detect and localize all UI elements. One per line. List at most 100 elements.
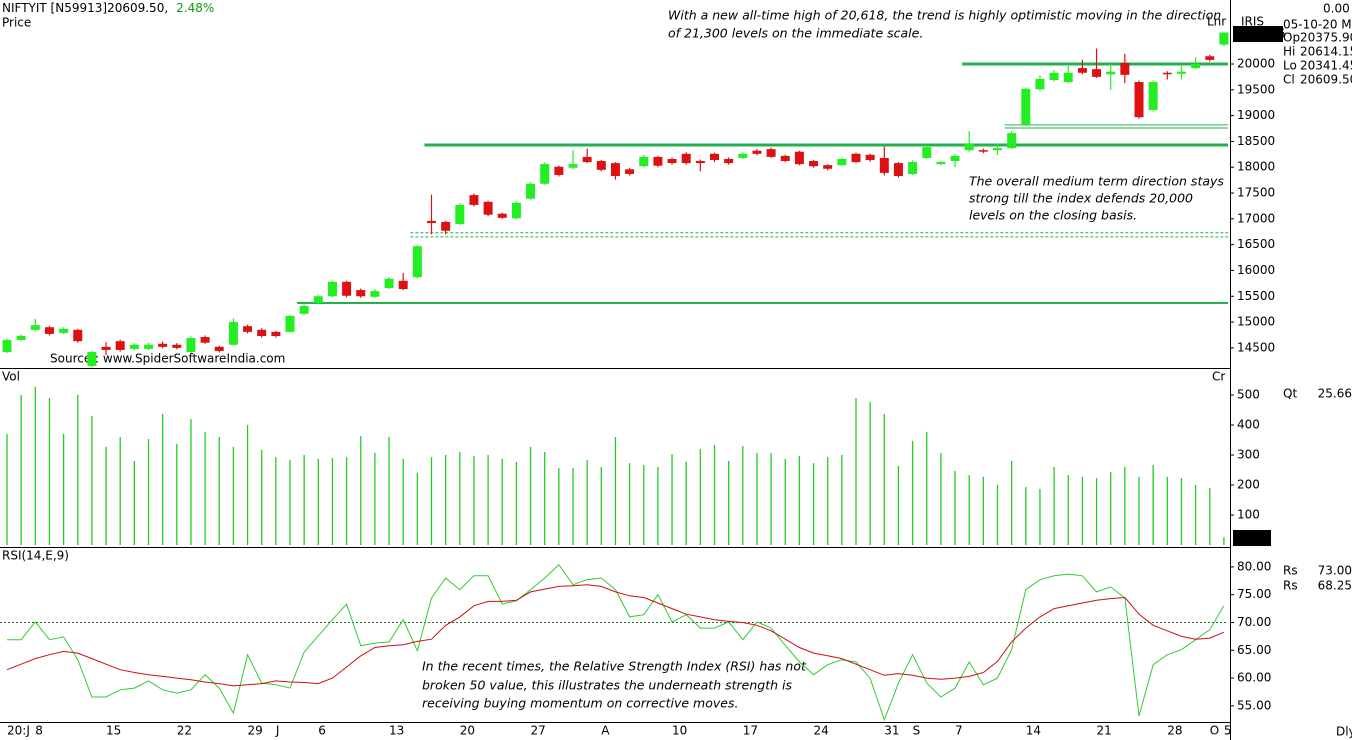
candle-body xyxy=(1120,62,1130,75)
candle-body xyxy=(780,155,790,162)
y-tick-label: 75.00 xyxy=(1237,587,1271,601)
annotation: levels on the closing basis. xyxy=(969,208,1137,223)
candle-body xyxy=(87,352,97,366)
candle-body xyxy=(1176,71,1186,74)
candle-body xyxy=(313,296,323,303)
candle-body xyxy=(526,183,536,199)
x-tick-label: 17 xyxy=(743,724,758,738)
readout-value: 20614.15 xyxy=(1300,45,1352,59)
candle-body xyxy=(710,153,719,160)
candle-body xyxy=(228,322,238,345)
candle-body xyxy=(101,346,111,350)
corner-label: Cr xyxy=(1212,370,1225,384)
annotation: receiving buying momentum on corrective … xyxy=(422,696,738,711)
candle-body xyxy=(299,306,309,314)
candle-body xyxy=(865,154,875,160)
candle-body xyxy=(441,221,451,231)
y-tick-label: 15500 xyxy=(1237,289,1275,303)
candle-body xyxy=(186,338,196,352)
panel-label: Vol xyxy=(2,370,20,384)
candle-body xyxy=(639,156,649,167)
rsi-line xyxy=(7,563,1225,722)
rsi-line xyxy=(6,584,1225,687)
price-tag xyxy=(1233,26,1283,42)
candle-body xyxy=(30,325,40,330)
date-label: 05-10-20 Mo xyxy=(1283,18,1352,32)
y-tick-label: 16000 xyxy=(1237,263,1275,277)
candle-body xyxy=(384,278,394,288)
candle-body xyxy=(412,246,422,278)
candle-body xyxy=(1106,71,1116,75)
y-tick-label: 200 xyxy=(1237,478,1260,492)
annotation: The overall medium term direction stays xyxy=(969,174,1224,189)
candle-body xyxy=(936,162,946,165)
candle-body xyxy=(893,163,903,176)
y-tick-label: 18500 xyxy=(1237,134,1275,148)
candle-body xyxy=(342,281,352,296)
candle-body xyxy=(455,204,465,224)
y-tick-label: 14500 xyxy=(1237,340,1275,354)
y-tick-label: 18000 xyxy=(1237,160,1275,174)
readout-value: 25.66 xyxy=(1318,387,1352,401)
candle-body xyxy=(879,157,889,173)
x-axis-title: Dly xyxy=(1336,725,1352,739)
y-tick-label: 55.00 xyxy=(1237,698,1271,712)
x-tick-label: 24 xyxy=(814,724,829,738)
y-tick-label: 80.00 xyxy=(1237,559,1271,573)
candle-body xyxy=(625,169,635,174)
candle-body xyxy=(1148,82,1158,110)
y-tick-label: 65.00 xyxy=(1237,643,1271,657)
x-tick-label: O xyxy=(1210,724,1219,738)
candle-body xyxy=(200,337,210,343)
candle-body xyxy=(511,202,521,219)
candle-body xyxy=(257,329,267,336)
annotation: In the recent times, the Relative Streng… xyxy=(422,659,807,674)
change: 2.48% xyxy=(176,1,214,15)
y-tick-label: 300 xyxy=(1237,448,1260,462)
candle-body xyxy=(427,220,436,223)
panel-label: RSI(14,E,9) xyxy=(2,549,69,563)
mode-label: Lnr xyxy=(1207,15,1226,29)
candle-body xyxy=(908,162,918,174)
candle-body xyxy=(1077,68,1087,73)
study-label: IRIS xyxy=(1241,15,1264,29)
candle-body xyxy=(1191,64,1201,69)
candle-body xyxy=(59,328,69,333)
readout-value: 20375.90 xyxy=(1300,31,1352,45)
candle-body xyxy=(483,201,493,215)
y-tick-label: 100 xyxy=(1237,508,1260,522)
candle-body xyxy=(158,343,168,347)
x-tick-label: 6 xyxy=(318,724,326,738)
candle-body xyxy=(667,158,677,164)
candle-body xyxy=(837,158,847,166)
value-tag xyxy=(1233,530,1271,546)
y-tick-label: 70.00 xyxy=(1237,615,1271,629)
y-tick-label: 400 xyxy=(1237,418,1260,432)
annotation: With a new all-time high of 20,618, the … xyxy=(668,8,1221,23)
candle-body xyxy=(766,149,776,157)
candle-body xyxy=(540,164,550,184)
candle-body xyxy=(554,166,564,175)
x-tick-label: 7 xyxy=(955,724,963,738)
candle-body xyxy=(469,195,479,205)
y-tick-label: 19000 xyxy=(1237,108,1275,122)
candle-body xyxy=(16,335,26,340)
candle-body xyxy=(214,346,224,351)
candle-body xyxy=(809,161,819,167)
candle-body xyxy=(1205,56,1215,60)
readout-label: Qt xyxy=(1283,387,1297,401)
x-tick-label: S xyxy=(913,724,921,738)
symbol: NIFTYIT [N59913]20609.50, xyxy=(2,1,168,15)
candle-body xyxy=(610,163,620,176)
candle-body xyxy=(243,326,253,332)
candle-body xyxy=(823,165,833,169)
candle-body xyxy=(1063,72,1073,83)
candle-body xyxy=(129,344,139,349)
source: Source : www.SpiderSoftwareIndia.com xyxy=(50,352,285,366)
readout-label: Lo xyxy=(1283,59,1297,73)
candle-body xyxy=(1049,72,1059,80)
candle-body xyxy=(596,161,606,170)
candle-body xyxy=(172,344,182,348)
y-tick-label: 16500 xyxy=(1237,237,1275,251)
candle-body xyxy=(695,161,705,164)
